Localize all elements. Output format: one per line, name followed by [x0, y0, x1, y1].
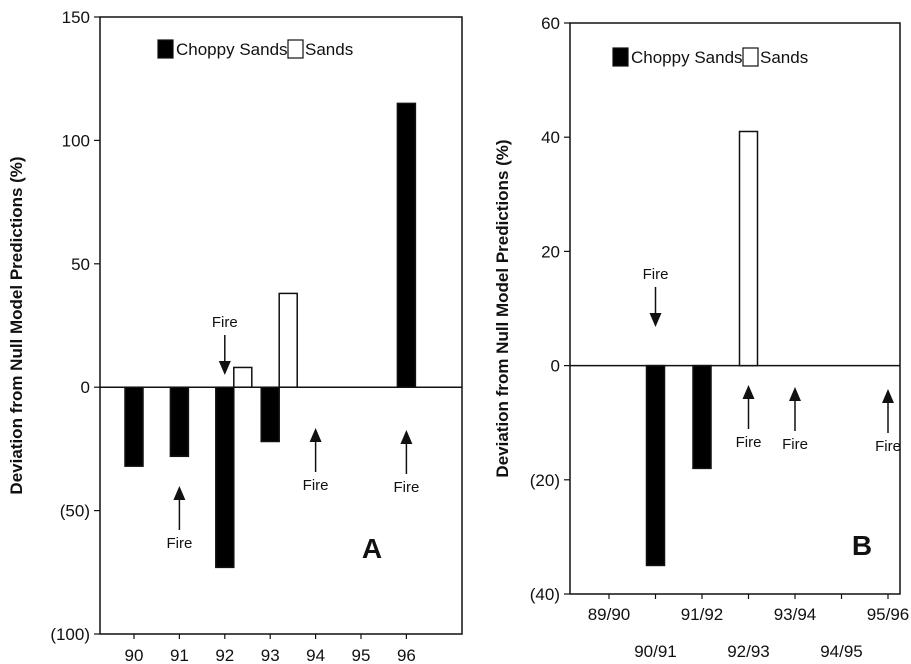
bar-choppy-sands — [124, 386, 144, 467]
x-tick-label: 91/92 — [681, 605, 724, 624]
legend-swatch-sands — [742, 47, 759, 67]
bar-sands — [738, 130, 759, 367]
plot-frame — [569, 22, 901, 595]
x-tick-label: 90/91 — [634, 642, 677, 661]
fire-arrow-head — [649, 313, 662, 327]
y-axis-label: Deviation from Null Model Predictions (%… — [493, 139, 512, 477]
legend-swatch-choppy-sands — [612, 47, 629, 67]
plot-frame — [99, 16, 463, 635]
x-tick-label: 90 — [125, 646, 144, 664]
y-tick-label: 20 — [541, 242, 560, 261]
fire-label: Fire — [782, 436, 808, 453]
bar-choppy-sands — [215, 386, 235, 569]
bar-choppy-sands — [260, 386, 280, 443]
fire-arrow-head — [218, 361, 231, 375]
fire-label: Fire — [212, 314, 238, 331]
bar-choppy-sands — [169, 386, 190, 458]
y-tick-label: (40) — [530, 585, 560, 604]
fire-label: Fire — [393, 479, 419, 496]
fire-arrow-head — [789, 387, 801, 401]
x-tick-label: 92/93 — [727, 642, 770, 661]
x-tick-label: 94/95 — [820, 642, 863, 661]
x-tick-label: 95 — [352, 646, 371, 664]
y-tick-label: (50) — [60, 502, 90, 521]
y-tick-label: 40 — [541, 128, 560, 147]
fire-label: Fire — [643, 266, 669, 283]
bar-choppy-sands — [645, 364, 666, 567]
x-tick-label: 96 — [397, 646, 416, 664]
y-tick-label: 50 — [71, 255, 90, 274]
x-tick-label: 93/94 — [774, 605, 817, 624]
legend-label-choppy-sands: Choppy Sands — [176, 40, 288, 59]
x-tick-label: 94 — [306, 646, 325, 664]
y-tick-label: 100 — [62, 131, 90, 150]
panel-letter: B — [852, 530, 872, 561]
panel-letter: A — [362, 533, 382, 564]
bar-choppy-sands — [692, 364, 712, 470]
bar-choppy-sands — [396, 102, 417, 388]
x-tick-label: 89/90 — [588, 605, 631, 624]
bar-sands — [278, 292, 298, 388]
y-tick-label: 0 — [81, 378, 90, 397]
fire-label: Fire — [166, 535, 192, 552]
y-tick-label: 150 — [62, 8, 90, 27]
fire-label: Fire — [875, 438, 901, 455]
panel-B: 60 40 20 0 (20) (40) 89/9090/9191/9292/9393/94… — [493, 14, 909, 661]
legend-swatch-choppy-sands — [157, 39, 174, 59]
x-tick-label: 92 — [215, 646, 234, 664]
x-tick-label: 91 — [170, 646, 189, 664]
legend-swatch-sands — [287, 39, 304, 59]
legend-label-sands: Sands — [760, 48, 808, 67]
x-tick-label: 95/96 — [867, 605, 910, 624]
legend-label-sands: Sands — [305, 40, 353, 59]
fire-arrow-head — [742, 385, 755, 399]
panel-A: 150 100 50 0 (50) (100) 90 91 92 93 94 95 96 Choppy S… — [7, 8, 463, 664]
fire-arrow-head — [173, 486, 186, 500]
fire-label: Fire — [303, 477, 329, 494]
fire-label: Fire — [736, 434, 762, 451]
y-tick-label: (20) — [530, 471, 560, 490]
x-tick-label: 93 — [261, 646, 280, 664]
y-tick-label: 0 — [551, 357, 560, 376]
y-tick-label: (100) — [50, 625, 90, 644]
fire-arrow-head — [400, 430, 413, 444]
fire-arrow-head — [882, 389, 894, 403]
fire-arrow-head — [309, 428, 322, 442]
y-axis-label: Deviation from Null Model Predictions (%… — [7, 156, 26, 494]
y-tick-label: 60 — [541, 14, 560, 33]
bar-sands — [233, 366, 253, 388]
legend-label-choppy-sands: Choppy Sands — [631, 48, 743, 67]
